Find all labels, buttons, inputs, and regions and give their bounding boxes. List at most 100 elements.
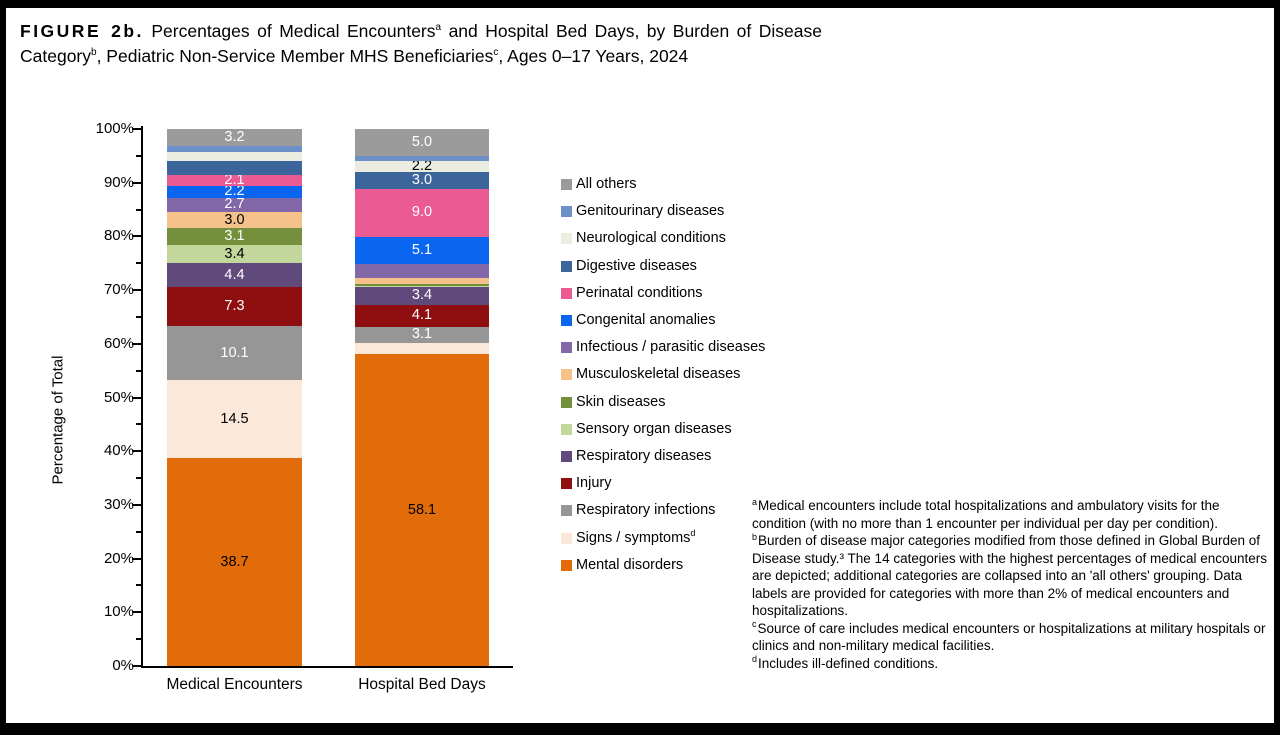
- bar-segment-infectious-parasitic-diseases: [167, 197, 302, 213]
- title-superscript: b: [91, 47, 97, 59]
- bar-segment-musculoskeletal-diseases: [167, 212, 302, 229]
- legend-swatch: [561, 532, 572, 544]
- y-axis-tick-label: 80%: [103, 227, 134, 245]
- bar-segment-digestive-diseases: [167, 161, 302, 175]
- y-axis-tick: [132, 128, 141, 130]
- bar-segment-congenital-anomalies: [355, 236, 489, 265]
- bar-segment-neurological-conditions: [355, 160, 489, 173]
- title-superscript: c: [493, 47, 499, 59]
- bar-segment-respiratory-infections: [355, 326, 489, 344]
- legend-label: Digestive diseases: [576, 257, 697, 274]
- y-axis-tick: [136, 315, 141, 318]
- legend-superscript: d: [690, 527, 696, 538]
- y-axis-tick: [136, 369, 141, 372]
- legend-label: Congenital anomalies: [576, 312, 716, 328]
- bar-segment-genitourinary-diseases: [167, 146, 302, 153]
- legend-swatch: [561, 315, 572, 326]
- legend-swatch: [561, 396, 572, 408]
- x-axis-category-label: Medical Encounters: [166, 676, 303, 693]
- bar-segment-mental-disorders: [167, 458, 302, 666]
- x-axis-line: [141, 666, 513, 668]
- y-axis-tick: [136, 262, 141, 265]
- bar-segment-perinatal-conditions: [355, 188, 489, 237]
- figure-page: FIGURE 2b. Percentages of Medical Encoun…: [6, 8, 1274, 723]
- y-axis-tick: [136, 477, 141, 480]
- legend-swatch: [561, 179, 572, 190]
- y-axis-tick: [132, 342, 141, 345]
- bar-segment-respiratory-diseases: [167, 263, 302, 287]
- y-axis-tick: [136, 638, 141, 641]
- bar-segment-injury: [167, 286, 302, 327]
- title-text: FIGURE 2b.: [20, 21, 144, 41]
- legend-label: Injury: [576, 475, 612, 492]
- y-axis-tick-label: 0%: [112, 657, 134, 674]
- y-axis-tick: [132, 450, 141, 453]
- legend-label: Respiratory diseases: [576, 448, 712, 464]
- title-superscript: a: [435, 22, 442, 34]
- legend-label: Genitourinary diseases: [576, 203, 725, 220]
- footnote-d: dIncludes ill-defined conditions.: [752, 654, 939, 671]
- y-axis-tick-label: 30%: [103, 495, 134, 513]
- bar-segment-injury: [355, 304, 489, 327]
- y-axis-tick: [132, 396, 141, 399]
- legend-swatch: [561, 369, 572, 381]
- footnote-b: bBurden of disease major categories modi…: [752, 531, 1268, 618]
- title-text: and Hospital Bed Days, by Burden of Dise…: [20, 21, 822, 66]
- legend-label: Respiratory infections: [576, 502, 716, 519]
- legend-swatch: [561, 559, 572, 571]
- legend-swatch: [561, 451, 572, 462]
- legend-label: Neurological conditions: [576, 230, 726, 247]
- y-axis-line: [141, 126, 143, 668]
- bar-segment-signs-symptoms: [355, 343, 489, 354]
- x-axis-category-label: Hospital Bed Days: [358, 676, 486, 693]
- bar-segment-musculoskeletal-diseases: [355, 277, 489, 284]
- footnote-c: cSource of care includes medical encount…: [752, 619, 1266, 654]
- bar-segment-all-others: [167, 129, 302, 147]
- y-axis-tick-label: 40%: [103, 442, 134, 460]
- footnote-marker: c: [752, 619, 757, 629]
- y-axis-tick: [132, 557, 141, 560]
- title-text: Percentages of Medical Encounters: [143, 21, 436, 41]
- bar-segment-respiratory-diseases: [355, 286, 489, 305]
- bar-segment-respiratory-infections: [167, 326, 302, 381]
- y-axis-tick-label: 100%: [95, 120, 134, 137]
- legend-label: Infectious / parasitic diseases: [576, 339, 766, 356]
- y-axis-tick-label: 10%: [103, 603, 134, 621]
- y-axis-tick: [132, 289, 141, 292]
- bar-segment-neurological-conditions: [167, 152, 302, 162]
- bar-segment-genitourinary-diseases: [355, 155, 489, 161]
- legend-swatch: [561, 423, 572, 435]
- y-axis-tick: [136, 530, 141, 533]
- y-axis-tick: [132, 611, 141, 614]
- y-axis-tick-label: 20%: [103, 549, 134, 567]
- bar-segment-signs-symptoms: [167, 380, 302, 459]
- legend-swatch: [561, 342, 572, 354]
- y-axis-tick: [132, 181, 141, 184]
- bar-segment-perinatal-conditions: [167, 174, 302, 186]
- legend-label: Mental disorders: [576, 556, 684, 573]
- footnote-marker: a: [752, 496, 758, 507]
- bar-segment-infectious-parasitic-diseases: [355, 264, 489, 278]
- legend-label: Musculoskeletal diseases: [576, 366, 741, 383]
- legend-swatch: [561, 233, 572, 245]
- legend-swatch: [561, 260, 572, 272]
- y-axis-tick-label: 70%: [103, 281, 134, 299]
- y-axis-tick-label: 60%: [103, 334, 134, 352]
- legend-swatch: [561, 505, 572, 517]
- y-axis-tick: [132, 665, 141, 667]
- footnote-a: aMedical encounters include total hospit…: [752, 496, 1220, 531]
- legend-label: Signs / symptomsd: [576, 527, 696, 546]
- y-axis-tick-label: 90%: [103, 173, 134, 191]
- legend-label: Perinatal conditions: [576, 284, 703, 301]
- bar-segment-sensory-organ-diseases: [167, 244, 302, 264]
- bar-segment-all-others: [355, 129, 489, 156]
- legend-swatch: [561, 287, 572, 299]
- bar-segment-skin-diseases: [355, 283, 489, 286]
- bar-segment-sensory-organ-diseases: [355, 285, 489, 287]
- title-text: , Ages 0–17 Years, 2024: [498, 46, 689, 66]
- y-axis-tick-label: 50%: [103, 388, 134, 406]
- footnote-marker: d: [752, 654, 758, 664]
- footnotes: aMedical encounters include total hospit…: [752, 497, 1272, 672]
- y-axis-tick: [132, 235, 141, 238]
- bar-segment-digestive-diseases: [355, 172, 489, 189]
